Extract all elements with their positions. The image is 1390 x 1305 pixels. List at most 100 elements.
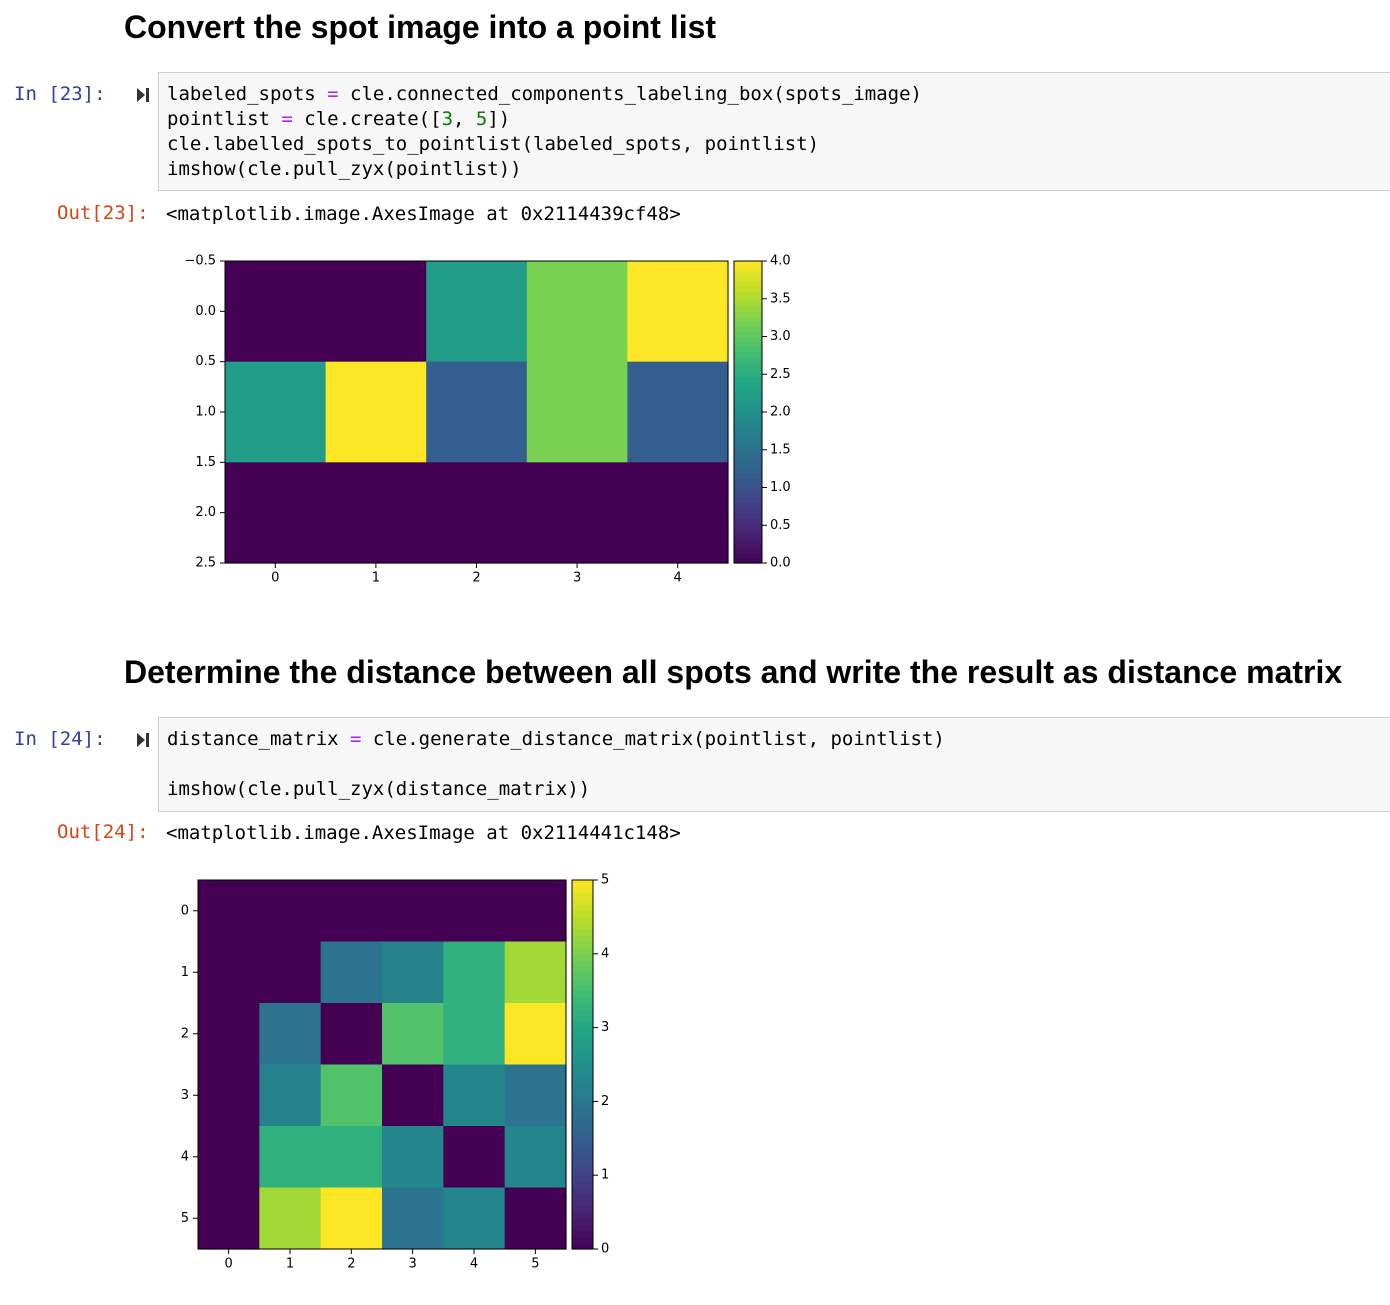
- heatmap-cell: [504, 1003, 567, 1066]
- colorbar-segment: [734, 266, 762, 272]
- heatmap-cell: [320, 1126, 383, 1189]
- colorbar-segment: [734, 417, 762, 423]
- colorbar-tick-label: 0: [601, 1242, 609, 1257]
- heatmap-cell: [225, 361, 327, 463]
- x-tick-label: 5: [531, 1257, 539, 1272]
- input-prompt: In [24]:: [14, 728, 106, 750]
- colorbar-segment: [734, 356, 762, 363]
- heatmap-cell: [320, 1064, 383, 1127]
- heatmap-cell: [259, 1126, 322, 1189]
- colorbar-segment: [734, 396, 762, 403]
- colorbar-segment: [572, 1162, 593, 1170]
- colorbar-segment: [572, 886, 593, 893]
- heatmap-cell: [382, 880, 444, 943]
- colorbar-tick-label: 3.0: [770, 329, 791, 344]
- colorbar-segment: [734, 492, 762, 499]
- colorbar-segment: [734, 517, 762, 524]
- colorbar-segment: [734, 316, 762, 322]
- output-text: <matplotlib.image.AxesImage at 0x2114441…: [166, 822, 681, 844]
- y-tick-label: 1.5: [195, 455, 216, 470]
- colorbar-segment: [734, 412, 762, 418]
- colorbar-segment: [734, 391, 762, 398]
- x-tick-label: 1: [372, 571, 380, 586]
- colorbar-frame: [571, 879, 594, 1250]
- colorbar-segment: [572, 1033, 593, 1041]
- colorbar-tick-label: 3: [601, 1020, 609, 1035]
- colorbar-segment: [734, 381, 762, 388]
- heatmap-cell: [198, 880, 260, 943]
- code-cell[interactable]: labeled_spots = cle.connected_components…: [158, 72, 1390, 191]
- colorbar-segment: [734, 527, 762, 534]
- y-tick-label: 2.0: [195, 505, 216, 520]
- colorbar-segment: [572, 978, 593, 986]
- heatmap-cell: [443, 1064, 506, 1127]
- heatmap-cell: [382, 1064, 444, 1127]
- heatmap-chart-pointlist: 0 1 2 3 4 −0.5 0.0 0.5 1.0 1.5 2.0 2.5 0.0 0.5 1.0 1.5 2…: [184, 254, 791, 586]
- y-tick-label: 5: [181, 1211, 189, 1226]
- colorbar-tick-label: 2.5: [770, 367, 791, 382]
- colorbar-segment: [734, 512, 762, 519]
- heatmap-cell: [259, 941, 322, 1004]
- colorbar-segment: [734, 547, 762, 554]
- code-line: imshow(cle.pull_zyx(pointlist)): [167, 158, 522, 180]
- colorbar-segment: [572, 1076, 593, 1084]
- y-tick-label: −0.5: [184, 254, 216, 269]
- run-cell-icon[interactable]: [136, 86, 150, 104]
- heatmap-cell: [382, 941, 444, 1004]
- colorbar-segment: [572, 1132, 593, 1139]
- colorbar-segment: [734, 336, 762, 343]
- colorbar-segment: [572, 1064, 593, 1072]
- heatmap-cell: [225, 462, 327, 564]
- output-text: <matplotlib.image.AxesImage at 0x2114439…: [166, 203, 681, 225]
- colorbar-segment: [734, 437, 762, 443]
- colorbar-tick-label: 2.0: [770, 405, 791, 420]
- colorbar-segment: [572, 1144, 593, 1152]
- colorbar-segment: [572, 1175, 593, 1182]
- heatmap-cell: [443, 1187, 506, 1250]
- colorbar-segment: [572, 1021, 593, 1029]
- colorbar-segment: [572, 959, 593, 967]
- colorbar-tick-label: 1.0: [770, 480, 791, 495]
- code-cell[interactable]: distance_matrix = cle.generate_distance_…: [158, 717, 1390, 812]
- colorbar-segment: [734, 301, 762, 307]
- heatmap-cell: [320, 880, 383, 943]
- colorbar-tick-label: 1.5: [770, 442, 791, 457]
- colorbar-segment: [734, 366, 762, 373]
- y-tick-label: 0.5: [195, 354, 216, 369]
- y-tick-label: 2: [181, 1026, 189, 1041]
- x-tick-label: 1: [286, 1257, 294, 1272]
- colorbar-segment: [572, 904, 593, 912]
- colorbar-segment: [572, 1169, 593, 1176]
- section-heading: Convert the spot image into a point list: [124, 9, 717, 45]
- colorbar-segment: [734, 487, 762, 494]
- heatmap-cell: [259, 880, 322, 943]
- heatmap-cell: [526, 462, 628, 564]
- colorbar-segment: [572, 1193, 593, 1201]
- colorbar-segment: [572, 1070, 593, 1078]
- heatmap-cell: [198, 1003, 260, 1066]
- y-tick-label: 1: [181, 965, 189, 980]
- heatmap-cell: [526, 261, 628, 363]
- heatmap-cell: [320, 941, 383, 1004]
- heatmap-cell: [225, 261, 327, 363]
- heatmap-cell: [504, 1064, 567, 1127]
- colorbar-segment: [734, 386, 762, 393]
- colorbar-segment: [734, 467, 762, 473]
- heatmap-cell: [325, 462, 427, 564]
- colorbar-segment: [734, 482, 762, 489]
- colorbar-segment: [572, 953, 593, 961]
- code-line: labeled_spots = cle.connected_components…: [167, 83, 922, 105]
- colorbar-tick-label: 4.0: [770, 254, 791, 269]
- code-line: imshow(cle.pull_zyx(distance_matrix)): [167, 778, 591, 800]
- heatmap-cell: [198, 1064, 260, 1127]
- colorbar-segment: [572, 923, 593, 930]
- heatmap-cell: [627, 462, 729, 564]
- input-prompt: In [23]:: [14, 83, 106, 105]
- colorbar-segment: [734, 552, 762, 559]
- colorbar-segment: [572, 1027, 593, 1035]
- run-cell-icon[interactable]: [136, 731, 150, 749]
- colorbar-segment: [572, 1101, 593, 1109]
- colorbar-segment: [572, 1181, 593, 1189]
- colorbar-segment: [572, 1224, 593, 1232]
- code-line: cle.labelled_spots_to_pointlist(labeled_…: [167, 133, 820, 155]
